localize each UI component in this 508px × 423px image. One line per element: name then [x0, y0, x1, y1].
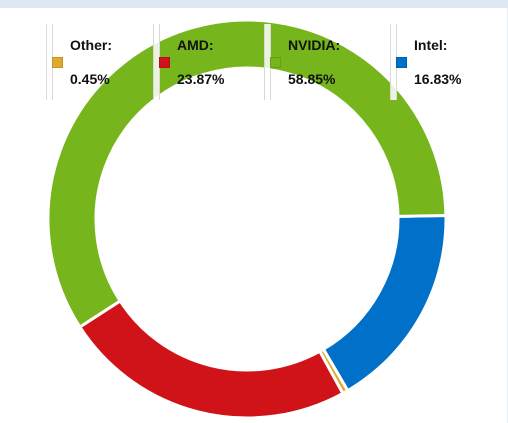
- legend-label-other: Other:: [70, 37, 112, 53]
- legend-swatch-amd: [159, 57, 170, 68]
- donut-slices: [46, 18, 448, 420]
- top-bar: [0, 0, 508, 8]
- legend-label-intel: Intel:: [414, 37, 448, 53]
- legend: Other: 0.45% AMD: 23.87% NVIDIA: 58.85% …: [0, 24, 508, 100]
- legend-swatch-intel: [396, 57, 407, 68]
- legend-value-other: 0.45%: [70, 71, 110, 87]
- legend-label-amd: AMD:: [177, 37, 214, 53]
- legend-swatch-other: [52, 57, 63, 68]
- legend-value-intel: 16.83%: [414, 71, 462, 87]
- legend-swatch-nvidia: [270, 57, 281, 68]
- donut-slice-nvidia[interactable]: [46, 18, 448, 330]
- legend-value-nvidia: 58.85%: [288, 71, 336, 87]
- legend-label-nvidia: NVIDIA:: [288, 37, 341, 53]
- donut-slice-intel[interactable]: [321, 214, 448, 393]
- donut-slice-amd[interactable]: [77, 298, 345, 420]
- legend-value-amd: 23.87%: [177, 71, 225, 87]
